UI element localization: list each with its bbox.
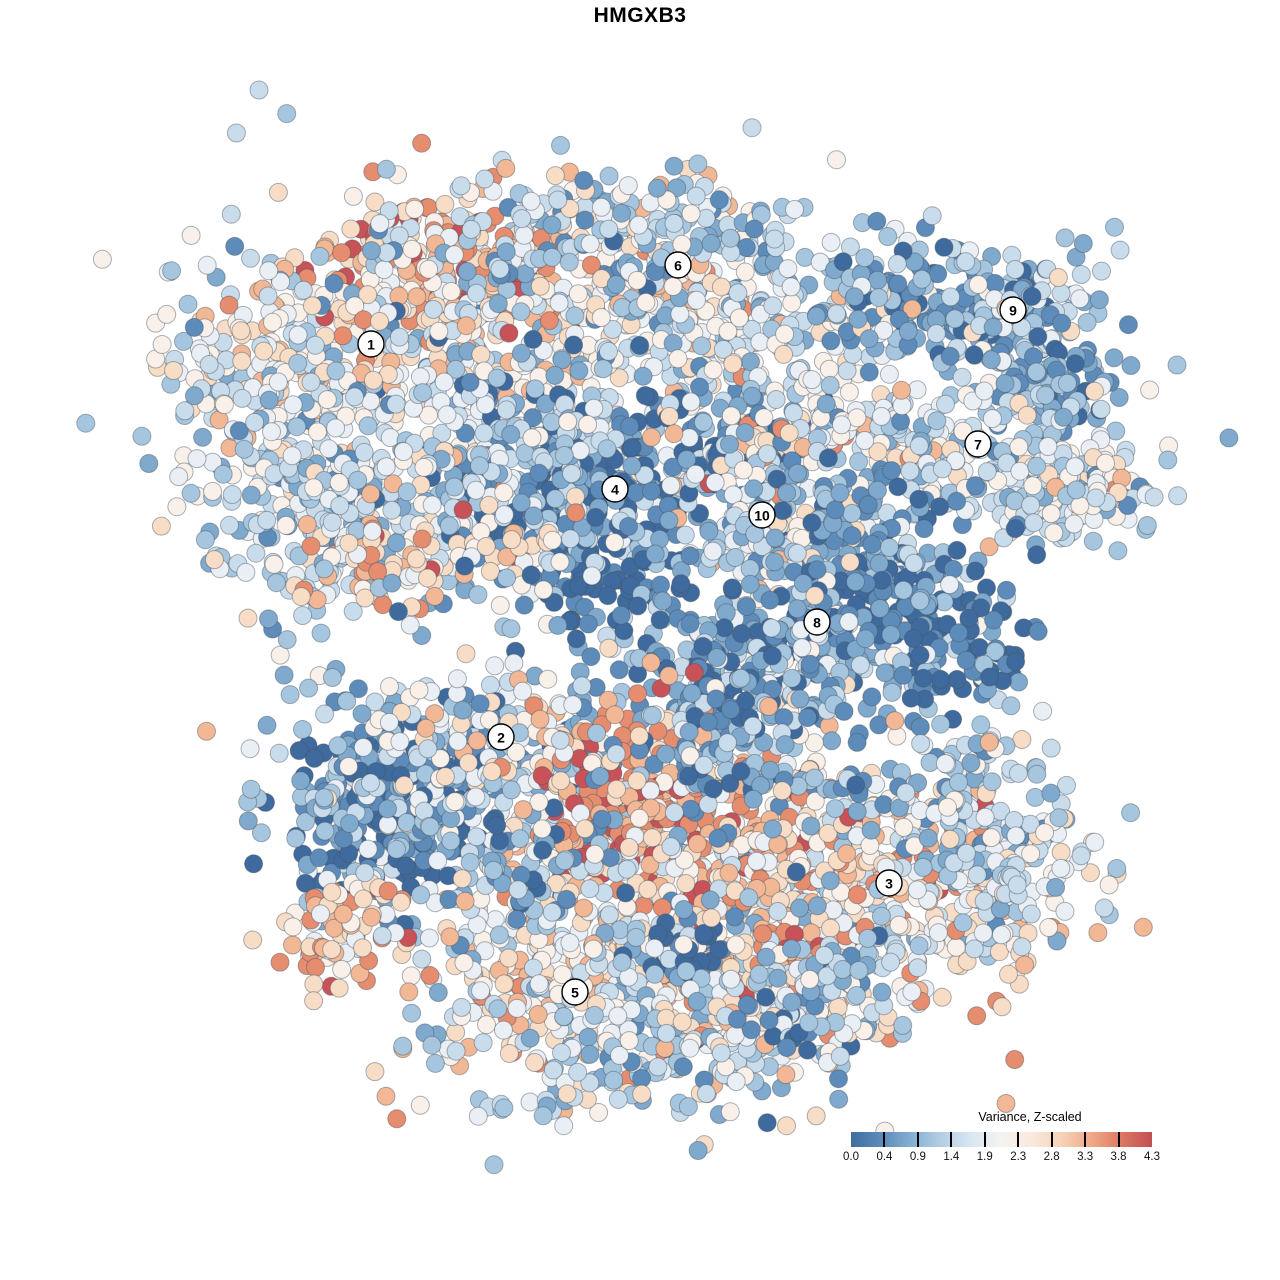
colorbar-tick <box>1084 1132 1087 1147</box>
colorbar-legend: Variance, Z-scaled 0.0 0.4 0.9 1.4 1.9 2.3 2.8… <box>843 1108 1160 1170</box>
plot-title: HMGXB3 <box>593 4 687 27</box>
colorbar-tick <box>883 1132 886 1147</box>
cluster-label-8: 8 <box>803 608 831 636</box>
colorbar-tick-label: 2.8 <box>1043 1151 1060 1163</box>
colorbar-tick-label: 0.4 <box>876 1151 893 1163</box>
cluster-label-7: 7 <box>964 430 992 458</box>
colorbar-tick <box>983 1132 986 1147</box>
colorbar-tick <box>916 1132 919 1147</box>
cluster-label-3: 3 <box>875 869 903 897</box>
cluster-labels: 1 2 3 4 5 6 7 8 9 10 <box>357 251 1027 1006</box>
colorbar-tick-label: 3.8 <box>1110 1151 1127 1163</box>
colorbar-tick-label: 3.3 <box>1077 1151 1094 1163</box>
cluster-label-6: 6 <box>664 251 692 279</box>
colorbar-tick-label: 2.3 <box>1010 1151 1027 1163</box>
colorbar-tick <box>950 1132 953 1147</box>
cluster-label-2: 2 <box>487 723 515 751</box>
cluster-label-1: 1 <box>357 330 385 358</box>
colorbar-tick <box>1117 1132 1120 1147</box>
colorbar-tick-label: 0.9 <box>909 1151 926 1163</box>
cluster-label-5: 5 <box>561 978 589 1006</box>
cluster-label-4: 4 <box>601 475 629 503</box>
colorbar-tick-label: 4.3 <box>1144 1151 1160 1163</box>
cluster-label-10: 10 <box>748 501 776 529</box>
colorbar-tick <box>1017 1132 1020 1147</box>
colorbar-tick-label: 1.4 <box>943 1151 960 1163</box>
colorbar-gradient <box>851 1132 1152 1147</box>
scatter-points <box>76 80 1239 1175</box>
colorbar-title: Variance, Z-scaled <box>978 1110 1082 1124</box>
colorbar-tick <box>1050 1132 1053 1147</box>
cluster-label-9: 9 <box>999 296 1027 324</box>
colorbar-tick-label: 0.0 <box>843 1151 859 1163</box>
colorbar-tick-label: 1.9 <box>976 1151 993 1163</box>
